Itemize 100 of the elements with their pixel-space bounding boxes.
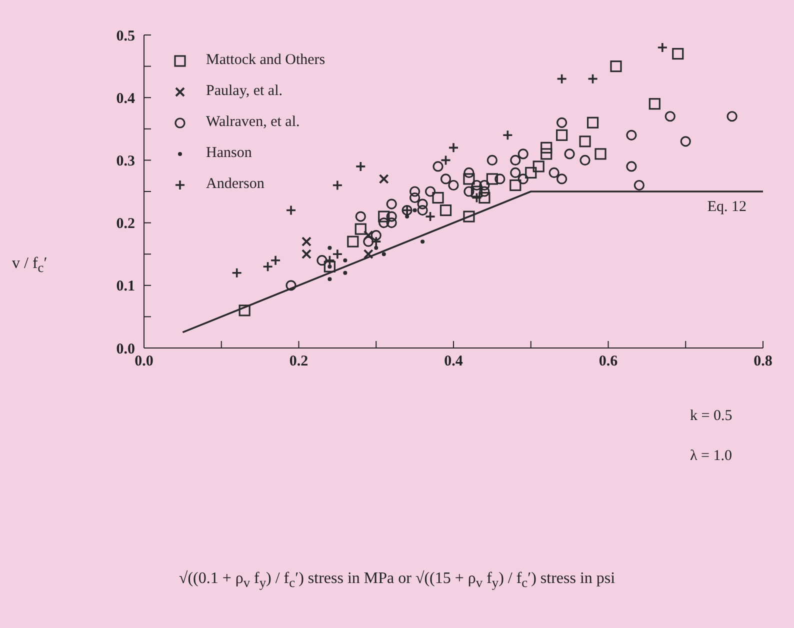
point	[464, 167, 474, 178]
point	[518, 174, 528, 184]
point	[363, 249, 374, 260]
point	[328, 277, 332, 282]
point	[510, 179, 522, 192]
point	[332, 180, 343, 191]
point	[587, 73, 598, 84]
point	[238, 304, 250, 316]
y-tick-label: 0.3	[116, 154, 135, 170]
point	[463, 210, 475, 222]
point	[386, 218, 397, 228]
point	[494, 174, 506, 184]
point	[479, 186, 490, 197]
point	[556, 129, 568, 141]
x-tick-label: 0.0	[134, 354, 154, 370]
point	[412, 208, 417, 212]
point	[432, 192, 444, 204]
point	[518, 148, 528, 160]
point	[410, 186, 420, 197]
point	[355, 161, 366, 172]
point	[328, 246, 332, 250]
point	[424, 186, 436, 197]
point	[420, 240, 425, 244]
point	[301, 249, 312, 260]
y-axis-title: v / f$_{c}$′	[12, 255, 48, 276]
point	[448, 142, 459, 154]
text: k = 0.5	[690, 408, 732, 425]
y-tick-label: 0.1	[116, 278, 135, 295]
point	[448, 180, 459, 191]
point	[286, 280, 296, 291]
point	[672, 48, 684, 60]
point	[424, 211, 436, 222]
point	[324, 260, 336, 272]
legend-label: Hanson	[206, 145, 252, 162]
point	[626, 130, 637, 140]
point	[262, 261, 274, 272]
point	[726, 111, 738, 122]
point	[382, 252, 386, 256]
point	[378, 218, 390, 228]
point	[556, 117, 568, 128]
point	[386, 198, 397, 210]
point	[634, 180, 644, 191]
point	[525, 166, 537, 179]
text: √((0.1 + ρ$_{v}$ f$_{y}$) / f$_{c}$′) stress in MPa or √((15 + ρ$_{v}$ f$_{y}$) / f$_{c}$′) stress in psi	[178, 570, 616, 590]
point	[343, 258, 348, 262]
point	[586, 116, 599, 128]
point	[680, 136, 691, 147]
point	[471, 192, 482, 204]
point	[579, 136, 591, 148]
point	[355, 211, 366, 222]
point	[464, 186, 474, 197]
x-tick-label: 0.2	[289, 354, 308, 370]
point	[580, 154, 590, 166]
point	[626, 161, 637, 172]
point	[463, 173, 475, 185]
legend-label: Anderson	[206, 176, 264, 193]
point	[486, 173, 498, 185]
point	[657, 42, 668, 53]
y-tick-label: 0.2	[116, 216, 135, 232]
point	[417, 204, 428, 216]
point	[286, 204, 296, 216]
point	[664, 111, 676, 122]
point	[610, 60, 622, 72]
point	[540, 148, 552, 160]
point	[478, 192, 490, 204]
point	[471, 180, 482, 191]
point	[386, 211, 397, 222]
point	[556, 174, 568, 184]
point	[432, 161, 444, 172]
point	[532, 160, 544, 172]
series-label: Eq. 12	[707, 198, 746, 215]
legend-label: Walraven, et al.	[206, 114, 300, 131]
legend-label: Mattock and Others	[206, 52, 326, 69]
point	[510, 154, 521, 166]
point	[378, 174, 389, 184]
point	[410, 192, 420, 204]
point	[354, 223, 366, 235]
y-tick-label: 0.5	[116, 28, 135, 44]
point	[231, 267, 242, 278]
point	[370, 230, 382, 241]
point	[486, 154, 498, 166]
point	[548, 167, 560, 178]
point	[343, 270, 348, 275]
point	[594, 148, 606, 160]
point	[648, 98, 660, 110]
point	[374, 246, 378, 250]
point	[363, 236, 374, 247]
x-tick-label: 0.8	[754, 354, 772, 370]
point	[332, 248, 343, 260]
point	[502, 130, 514, 141]
point	[564, 148, 575, 160]
point	[440, 154, 452, 166]
point	[347, 236, 359, 248]
point	[363, 230, 374, 240]
point	[301, 236, 312, 247]
point	[510, 167, 521, 178]
point	[479, 180, 490, 191]
point	[405, 214, 410, 219]
x-tick-label: 0.6	[598, 354, 618, 370]
point	[316, 255, 328, 266]
